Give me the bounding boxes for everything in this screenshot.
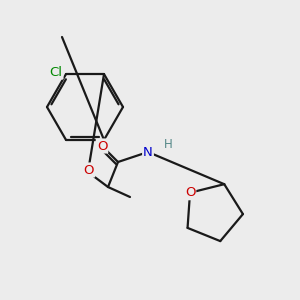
Text: O: O [185, 186, 195, 199]
Text: H: H [164, 139, 172, 152]
Text: O: O [97, 140, 107, 152]
Text: N: N [143, 146, 153, 158]
Text: Cl: Cl [50, 66, 62, 79]
Text: O: O [84, 164, 94, 176]
